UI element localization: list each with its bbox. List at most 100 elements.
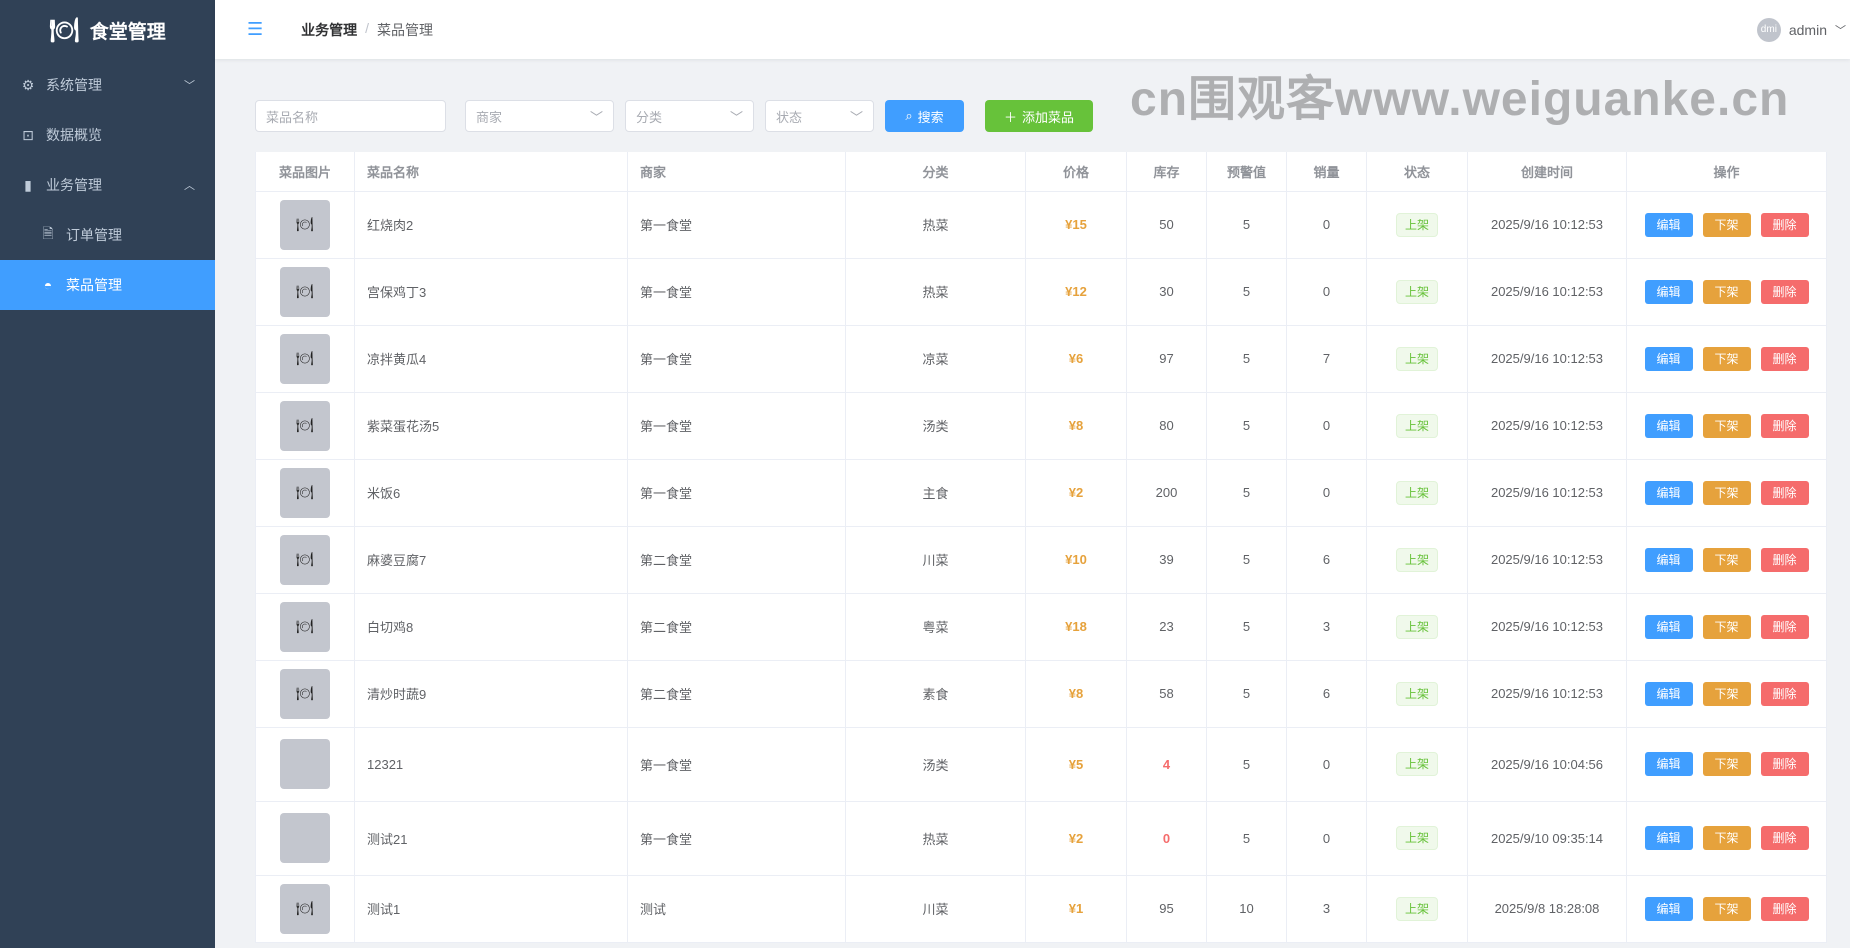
delete-button[interactable]: 删除	[1760, 752, 1809, 776]
dish-name: 红烧肉2	[354, 190, 628, 259]
category-select[interactable]: 分类 ﹀	[625, 100, 754, 132]
delete-button[interactable]: 删除	[1760, 681, 1809, 706]
sidebar: 🍽 食堂管理 ⚙ 系统管理 ﹀ ⊡ 数据概览 ▮ 业务管理 ︿ 🗎 订单管理 ◓ 菜品管理	[0, 0, 215, 948]
stock: 39	[1126, 525, 1207, 594]
price: ¥15	[1025, 190, 1127, 259]
column-header: 菜品名称	[354, 152, 628, 192]
merchant: 第二食堂	[627, 659, 846, 728]
user-dropdown[interactable]: dmi admin ﹀	[1756, 17, 1850, 42]
edit-button[interactable]: 编辑	[1644, 826, 1693, 850]
category: 热菜	[845, 257, 1026, 326]
sales: 3	[1286, 874, 1367, 943]
created-time: 2025/9/16 10:12:53	[1467, 391, 1627, 460]
dish-image: 🍽	[280, 467, 330, 518]
offshelf-button[interactable]: 下架	[1702, 413, 1751, 438]
dish-name-input[interactable]: 菜品名称	[255, 100, 446, 132]
status-cell: 上架	[1366, 525, 1468, 594]
price: ¥1	[1025, 874, 1127, 943]
offshelf-button[interactable]: 下架	[1702, 752, 1751, 776]
delete-button[interactable]: 删除	[1760, 480, 1809, 505]
status-cell: 上架	[1366, 190, 1468, 259]
created-time: 2025/9/16 10:12:53	[1467, 592, 1627, 661]
search-button[interactable]: ⌕ 搜索	[885, 100, 964, 132]
delete-button[interactable]: 删除	[1760, 614, 1809, 639]
edit-button[interactable]: 编辑	[1644, 896, 1693, 921]
menu-toggle-icon[interactable]: ☰	[247, 19, 264, 39]
sidebar-item-label: 订单管理	[66, 227, 122, 243]
dish-image-cell: 🍽	[255, 592, 355, 661]
price: ¥8	[1025, 659, 1127, 728]
column-header: 创建时间	[1467, 152, 1627, 192]
edit-button[interactable]: 编辑	[1644, 413, 1693, 438]
actions-cell: 编辑 下架 删除	[1626, 458, 1827, 527]
placeholder: 商家	[476, 109, 503, 125]
sidebar-menu: ⚙ 系统管理 ﹀ ⊡ 数据概览 ▮ 业务管理 ︿ 🗎 订单管理 ◓ 菜品管理	[0, 60, 215, 310]
alert-value: 5	[1206, 257, 1287, 326]
fork-plate-knife-icon: 🍽	[296, 350, 314, 366]
status-cell: 上架	[1366, 726, 1468, 802]
edit-button[interactable]: 编辑	[1644, 614, 1693, 639]
delete-button[interactable]: 删除	[1760, 413, 1809, 438]
offshelf-button[interactable]: 下架	[1702, 614, 1751, 639]
offshelf-button[interactable]: 下架	[1702, 896, 1751, 921]
delete-button[interactable]: 删除	[1760, 279, 1809, 304]
breadcrumb-item[interactable]: 业务管理	[301, 21, 358, 38]
merchant-select[interactable]: 商家 ﹀	[465, 100, 614, 132]
sidebar-item[interactable]: ▮ 业务管理 ︿	[0, 160, 215, 210]
delete-button[interactable]: 删除	[1760, 826, 1809, 850]
delete-button[interactable]: 删除	[1760, 346, 1809, 371]
fork-plate-knife-icon: 🍽	[296, 484, 314, 500]
alert-value: 5	[1206, 458, 1287, 527]
table-header-row: 菜品图片 菜品名称 商家 分类 价格 库存 预警值 销量 状态 创建时间 操作	[255, 152, 1827, 192]
add-dish-button[interactable]: ＋ 添加菜品	[985, 100, 1093, 132]
dish-name: 清炒时蔬9	[354, 659, 628, 728]
status-badge: 上架	[1395, 346, 1438, 371]
chevron-down-icon: ﹀	[589, 109, 603, 125]
merchant: 第二食堂	[627, 525, 846, 594]
status-select[interactable]: 状态 ﹀	[765, 100, 874, 132]
offshelf-button[interactable]: 下架	[1702, 212, 1751, 237]
offshelf-button[interactable]: 下架	[1702, 547, 1751, 572]
merchant: 第一食堂	[627, 257, 846, 326]
fork-plate-knife-icon: 🍽	[296, 216, 314, 232]
offshelf-button[interactable]: 下架	[1702, 681, 1751, 706]
actions-cell: 编辑 下架 删除	[1626, 592, 1827, 661]
dish-image: 🍽	[280, 668, 330, 719]
sales: 3	[1286, 592, 1367, 661]
delete-button[interactable]: 删除	[1760, 547, 1809, 572]
alert-value: 5	[1206, 726, 1287, 802]
actions-cell: 编辑 下架 删除	[1626, 659, 1827, 728]
offshelf-button[interactable]: 下架	[1702, 279, 1751, 304]
edit-button[interactable]: 编辑	[1644, 480, 1693, 505]
edit-button[interactable]: 编辑	[1644, 346, 1693, 371]
edit-button[interactable]: 编辑	[1644, 212, 1693, 237]
plus-icon: ＋	[1003, 109, 1017, 125]
delete-button[interactable]: 删除	[1760, 212, 1809, 237]
created-time: 2025/9/16 10:12:53	[1467, 659, 1627, 728]
sidebar-item[interactable]: ⊡ 数据概览	[0, 110, 215, 160]
delete-button[interactable]: 删除	[1760, 896, 1809, 921]
edit-button[interactable]: 编辑	[1644, 279, 1693, 304]
merchant: 第一食堂	[627, 391, 846, 460]
logo: 🍽 食堂管理	[0, 0, 215, 60]
merchant: 第一食堂	[627, 458, 846, 527]
edit-button[interactable]: 编辑	[1644, 681, 1693, 706]
edit-button[interactable]: 编辑	[1644, 547, 1693, 572]
sidebar-item[interactable]: ⚙ 系统管理 ﹀	[0, 60, 215, 110]
fork-plate-knife-icon: 🍽	[296, 551, 314, 567]
category: 汤类	[845, 391, 1026, 460]
edit-button[interactable]: 编辑	[1644, 752, 1693, 776]
sidebar-item[interactable]: 🗎 订单管理	[0, 210, 215, 260]
actions-cell: 编辑 下架 删除	[1626, 190, 1827, 259]
stock: 80	[1126, 391, 1207, 460]
offshelf-button[interactable]: 下架	[1702, 480, 1751, 505]
sales: 6	[1286, 659, 1367, 728]
category: 凉菜	[845, 324, 1026, 393]
category: 川菜	[845, 525, 1026, 594]
status-cell: 上架	[1366, 458, 1468, 527]
sidebar-item[interactable]: ◓ 菜品管理	[0, 260, 215, 310]
offshelf-button[interactable]: 下架	[1702, 346, 1751, 371]
status-badge: 上架	[1395, 752, 1438, 776]
offshelf-button[interactable]: 下架	[1702, 826, 1751, 850]
sales: 0	[1286, 190, 1367, 259]
